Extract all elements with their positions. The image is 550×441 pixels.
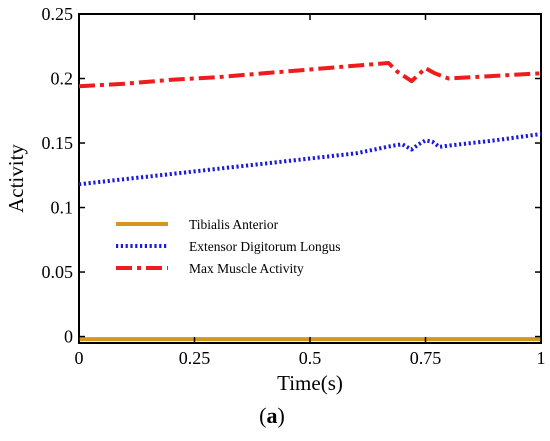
x-tick-label: 0.5 <box>299 348 322 368</box>
x-tick-label: 1 <box>537 348 546 368</box>
y-tick-label: 0.25 <box>42 4 74 24</box>
x-tick-label: 0.75 <box>410 348 442 368</box>
x-tick-label: 0.25 <box>179 348 211 368</box>
figure-caption: (a) <box>259 403 285 428</box>
y-tick-label: 0.2 <box>51 69 74 89</box>
legend-label: Max Muscle Activity <box>189 261 304 276</box>
y-tick-label: 0.15 <box>42 133 74 153</box>
y-axis-title: Activity <box>4 144 28 213</box>
caption-close-paren: ) <box>278 403 285 428</box>
legend: Tibialis Anterior Extensor Digitorum Long… <box>116 217 341 276</box>
caption-open-paren: ( <box>259 403 266 428</box>
y-tick-label: 0.1 <box>51 198 74 218</box>
y-tick-label: 0.05 <box>42 262 74 282</box>
series-line-3 <box>78 61 542 89</box>
legend-label: Tibialis Anterior <box>189 217 279 232</box>
caption-letter: a <box>267 403 278 428</box>
y-tick-label: 0 <box>64 327 73 347</box>
axis-ticks: 0 0.25 0.5 0.75 1 0 0.05 0.1 0.15 0.2 0.25 <box>42 4 546 368</box>
plot-area-frame <box>78 13 542 344</box>
legend-label: Extensor Digitorum Longus <box>189 239 341 254</box>
x-axis-title: Time(s) <box>277 371 343 395</box>
x-tick-label: 0 <box>75 348 84 368</box>
